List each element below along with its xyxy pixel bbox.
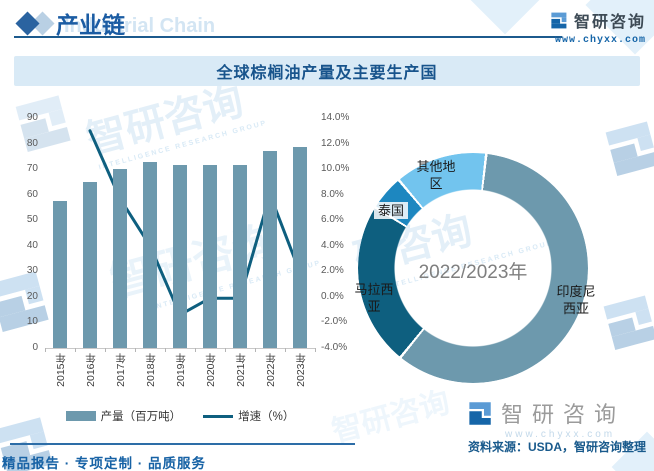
y-tick-left: 10 xyxy=(26,316,38,328)
y-tick-left: 70 xyxy=(26,163,38,175)
y-tick-left: 50 xyxy=(26,214,38,226)
donut-label-thailand: 泰国 xyxy=(374,202,408,219)
bar-2017年 xyxy=(113,169,127,348)
source-divider xyxy=(10,443,355,445)
bar-2023年 xyxy=(293,146,307,348)
brand-logo-icon xyxy=(549,11,568,30)
brand-name: 智研咨询 xyxy=(573,14,646,31)
x-label: 2016年 xyxy=(84,353,97,387)
x-tick xyxy=(255,348,256,352)
x-tick xyxy=(105,348,106,352)
diamond-icon-dark xyxy=(15,11,40,36)
chart-legend: 产量（百万吨） 增速（%） xyxy=(45,408,315,424)
x-tick xyxy=(195,348,196,352)
footer-brand: 智研咨询 xyxy=(466,397,625,429)
x-label: 2021年 xyxy=(234,353,247,387)
y-tick-right: 12.0% xyxy=(321,137,350,149)
legend-label: 增速（%） xyxy=(238,411,295,423)
donut-center-label: 2022/2023年 xyxy=(418,262,528,283)
x-tick xyxy=(285,348,286,352)
x-label: 2018年 xyxy=(144,353,157,387)
x-tick xyxy=(315,348,316,352)
y-tick-right: 0.0% xyxy=(321,290,344,302)
donut-label-malaysia: 马拉西 亚 xyxy=(354,282,394,314)
footer-brand-name: 智研咨询 xyxy=(501,402,626,427)
chart-title-band: 全球棕榈油产量及主要生产国 xyxy=(14,56,640,86)
y-tick-left: 40 xyxy=(26,239,38,251)
y-tick-right: -4.0% xyxy=(321,342,348,353)
y-tick-left: 0 xyxy=(32,342,38,353)
bar-2021年 xyxy=(233,165,247,348)
footer-brand-logo-icon xyxy=(466,400,493,427)
header-rule xyxy=(14,36,562,38)
donut-label-others: 其他地 区 xyxy=(416,159,456,191)
y-tick-right: 14.0% xyxy=(321,112,350,123)
data-source: 资料来源：USDA，智研咨询整理 xyxy=(467,440,646,454)
y-tick-left: 80 xyxy=(26,137,38,149)
footer-brand-url: www.chyxx.com xyxy=(505,429,616,440)
bar-plot xyxy=(45,118,315,349)
x-tick xyxy=(45,348,46,352)
bar-2022年 xyxy=(263,150,277,348)
x-tick xyxy=(75,348,76,352)
y-tick-left: 20 xyxy=(26,290,38,302)
y-tick-right: 10.0% xyxy=(321,163,350,175)
legend-line-swatch xyxy=(203,414,234,418)
x-tick xyxy=(165,348,166,352)
y-tick-right: 2.0% xyxy=(321,265,344,277)
y-tick-right: 8.0% xyxy=(321,188,344,200)
bar-2020年 xyxy=(203,164,217,348)
x-label: 2022年 xyxy=(264,353,277,387)
y-tick-right: -2.0% xyxy=(321,316,348,328)
donut-ring xyxy=(358,153,588,383)
brand-block: 智研咨询 www.chyxx.com xyxy=(549,8,646,46)
donut-chart: 2022/2023年 其他地 区 泰国 马拉西 亚 印度尼 西亚 xyxy=(348,96,654,416)
y-tick-left: 90 xyxy=(26,112,38,123)
x-label: 2015年 xyxy=(54,353,67,387)
x-tick xyxy=(225,348,226,352)
bar-2016年 xyxy=(83,181,97,348)
y-tick-right: 4.0% xyxy=(321,239,344,251)
bar-2015年 xyxy=(53,201,67,348)
x-label: 2023年 xyxy=(294,353,307,387)
section-title-ghost: Industrial Chain xyxy=(64,15,216,37)
x-tick xyxy=(135,348,136,352)
section-title: 产业链 xyxy=(56,12,125,38)
legend-label: 产量（百万吨） xyxy=(100,411,182,423)
diamond-icon xyxy=(14,10,58,38)
bar-2019年 xyxy=(173,164,187,348)
bar-2018年 xyxy=(143,162,157,348)
legend-item-growth: 增速（%） xyxy=(203,408,294,424)
legend-bar-swatch xyxy=(65,411,96,421)
donut-label-indonesia: 印度尼 西亚 xyxy=(556,284,596,316)
page-header: Industrial Chain 产业链 智研咨询 www.chyxx.com xyxy=(0,0,654,48)
chart-title: 全球棕榈油产量及主要生产国 xyxy=(216,65,438,82)
x-label: 2017年 xyxy=(114,353,127,387)
x-label: 2020年 xyxy=(204,353,217,387)
bar-line-chart: 90 80 70 60 50 40 30 20 10 0 14.0% 12.0% 10.0% 8.0% 6… xyxy=(8,96,356,430)
y-tick-left: 30 xyxy=(26,265,38,277)
legend-item-production: 产量（百万吨） xyxy=(65,408,182,424)
y-tick-left: 60 xyxy=(26,188,38,200)
x-label: 2019年 xyxy=(174,353,187,387)
y-tick-right: 6.0% xyxy=(321,214,344,226)
footer-tagline: 精品报告 · 专项定制 · 品质服务 xyxy=(2,456,206,471)
brand-url: www.chyxx.com xyxy=(554,35,646,46)
